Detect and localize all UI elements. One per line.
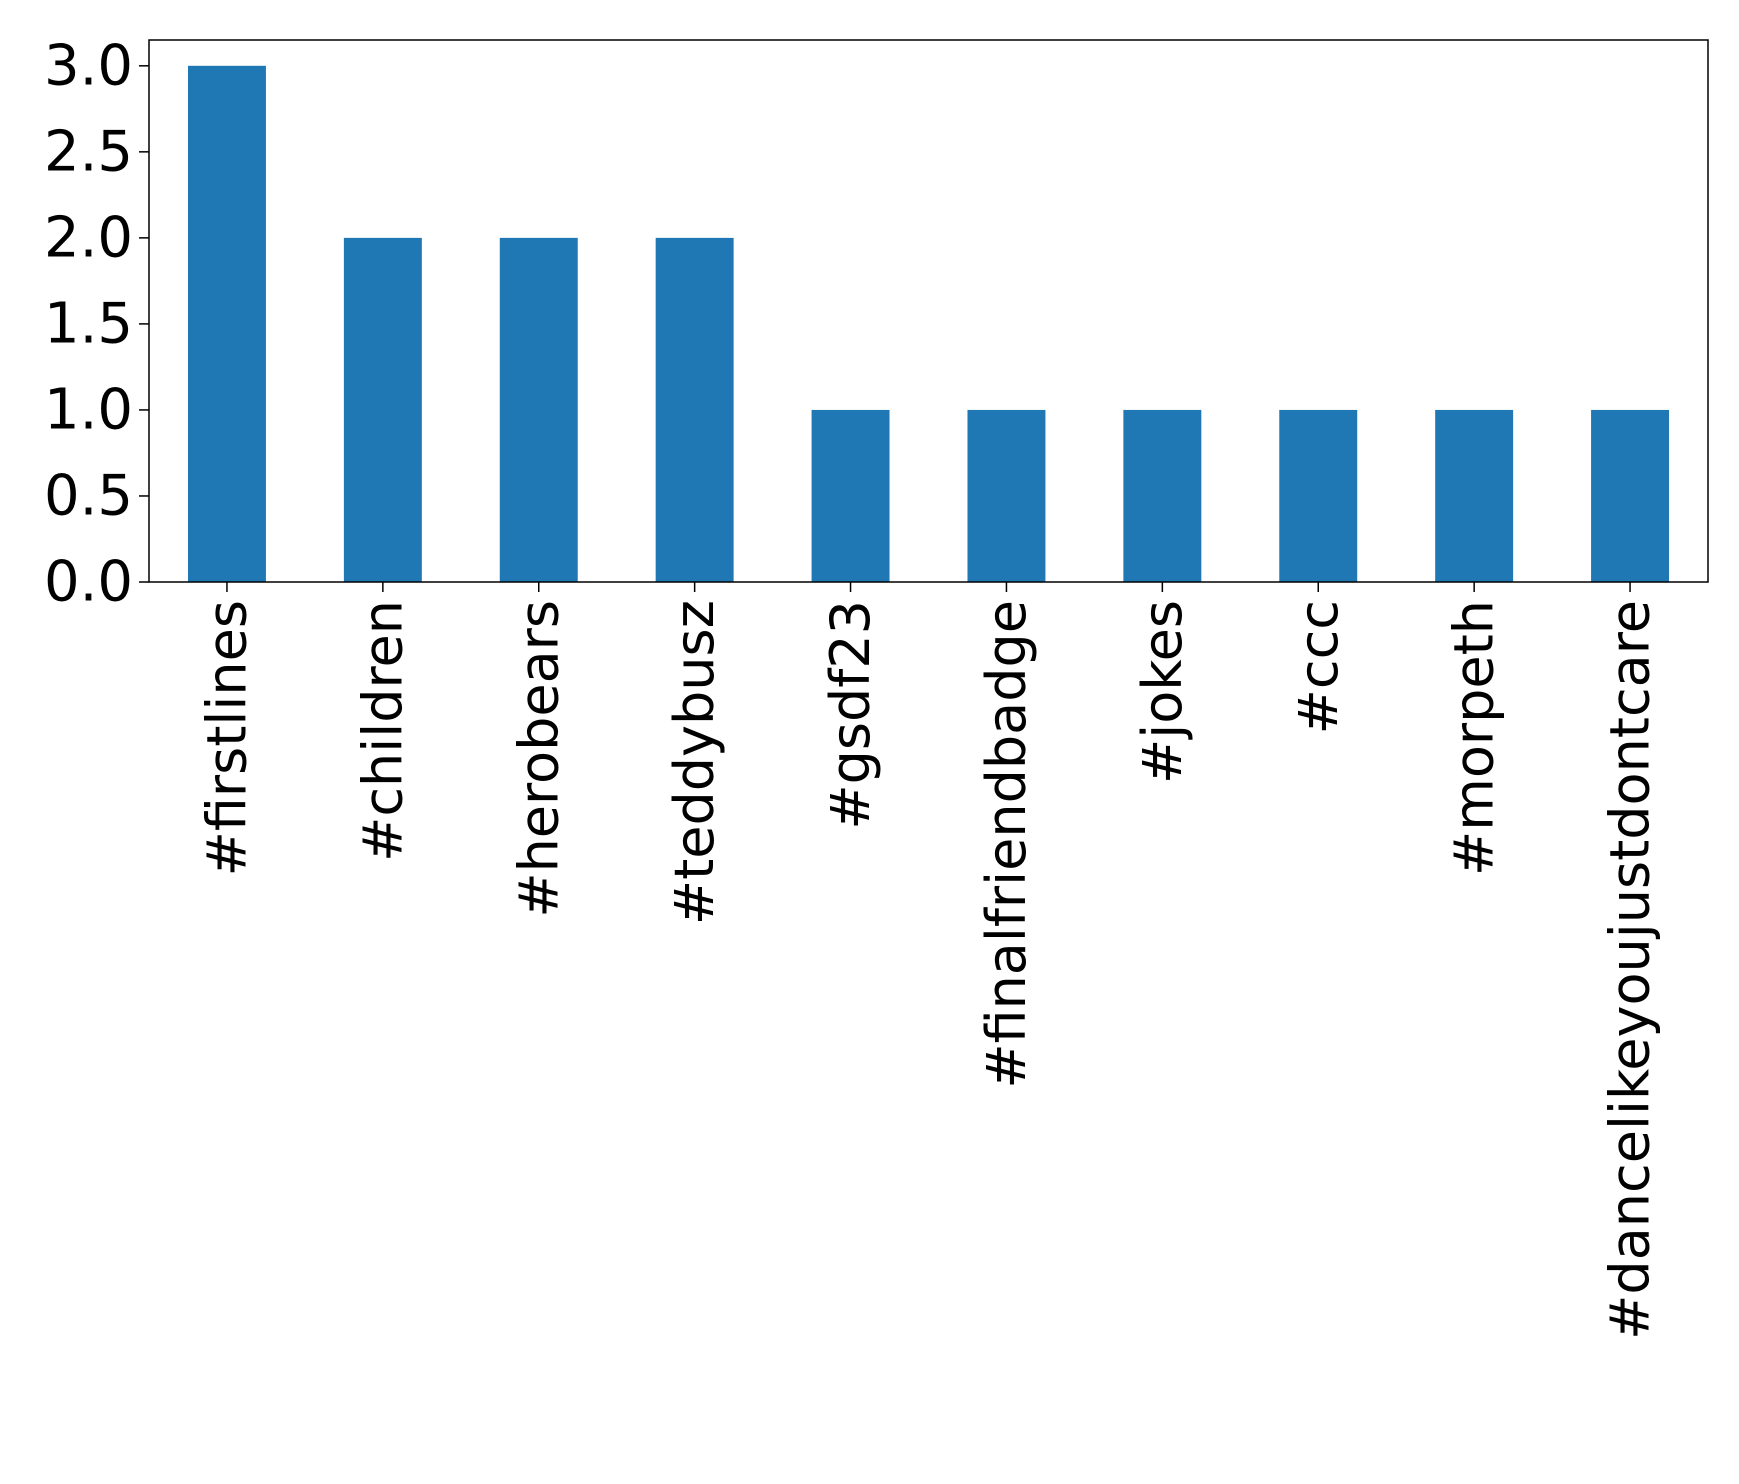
x-tick-label: #finalfriendbadge: [975, 600, 1038, 1089]
x-axis: #firstlines #children #herobears #teddybusz…: [195, 582, 1662, 1340]
bars-group: [187, 65, 1670, 583]
x-tick-label: #gsdf23: [819, 600, 882, 830]
y-tick-label: 3.0: [44, 33, 133, 98]
x-tick-label: #firstlines: [195, 600, 258, 876]
x-tick-label: #children: [351, 600, 414, 862]
x-tick-label: #jokes: [1131, 600, 1194, 784]
y-tick-label: 2.5: [44, 119, 133, 184]
bar: [1279, 409, 1358, 582]
x-tick-label: #teddybusz: [663, 600, 726, 925]
x-tick-label: #dancelikeyoujustdontcare: [1599, 600, 1662, 1340]
y-tick-label: 1.0: [44, 377, 133, 442]
bar: [1591, 409, 1670, 582]
x-tick-label: #herobears: [507, 600, 570, 918]
bar: [343, 237, 422, 582]
bar: [187, 65, 266, 583]
y-tick-label: 0.5: [44, 463, 133, 528]
x-tick-label: #ccc: [1287, 600, 1350, 734]
bar: [655, 237, 734, 582]
bar: [967, 409, 1046, 582]
bar: [499, 237, 578, 582]
y-tick-label: 0.0: [44, 550, 133, 615]
y-axis: 0.0 0.5 1.0 1.5 2.0 2.5 3.0: [44, 33, 149, 615]
bar: [1123, 409, 1202, 582]
bar: [811, 409, 890, 582]
bar: [1435, 409, 1514, 582]
y-tick-label: 1.5: [44, 291, 133, 356]
plot-frame: [148, 39, 1709, 583]
x-tick-label: #morpeth: [1443, 600, 1506, 876]
y-tick-label: 2.0: [44, 205, 133, 270]
